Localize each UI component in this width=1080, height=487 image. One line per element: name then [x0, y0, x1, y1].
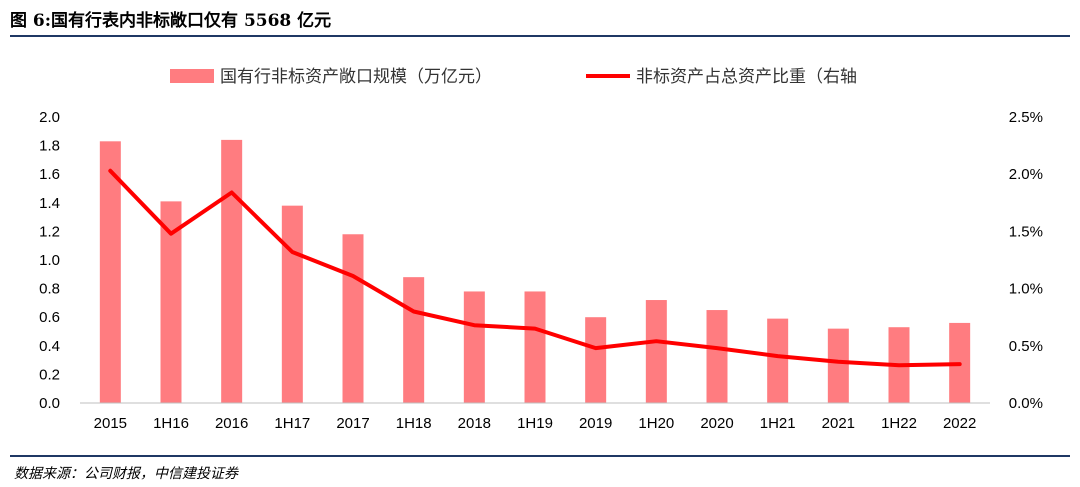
x-tick-label: 1H18	[396, 415, 432, 432]
x-tick-label: 2020	[700, 415, 733, 432]
source-note: 数据来源：公司财报，中信建投证券	[14, 466, 238, 482]
y-axis-right: 0.0% 0.5% 1.0% 1.5% 2.0% 2.5%	[1009, 109, 1043, 412]
y-left-tick-label: 0.8	[39, 281, 60, 298]
y-right-tick-label: 2.0%	[1009, 166, 1043, 183]
y-right-tick-label: 2.5%	[1009, 109, 1043, 126]
y-left-tick-label: 1.0	[39, 252, 60, 269]
source-divider	[10, 455, 1070, 457]
legend-swatch-bar	[170, 69, 214, 83]
y-left-tick-label: 1.8	[39, 138, 60, 155]
y-left-tick-label: 1.2	[39, 223, 60, 240]
bar	[342, 234, 364, 403]
y-left-tick-label: 0.2	[39, 366, 60, 383]
x-tick-label: 2019	[579, 415, 612, 432]
y-left-tick-label: 0.4	[39, 338, 60, 355]
bar	[221, 139, 243, 403]
x-axis: 2015 1H16 2016 1H17 2017 1H18 2018 1H19 2019 1H20…	[80, 402, 990, 432]
y-right-tick-label: 0.5%	[1009, 338, 1043, 355]
x-tick-label: 1H17	[274, 415, 310, 432]
x-tick-label: 2022	[943, 415, 976, 432]
x-tick-label: 1H22	[881, 415, 917, 432]
legend-label-line: 非标资产占总资产比重（右轴	[636, 67, 857, 87]
bar	[585, 317, 607, 403]
legend-label-bar: 国有行非标资产敞口规模（万亿元）	[220, 67, 492, 87]
y-left-tick-label: 2.0	[39, 109, 60, 126]
x-tick-label: 2015	[94, 415, 127, 432]
bar	[281, 205, 303, 403]
x-tick-label: 2018	[458, 415, 491, 432]
bar	[767, 318, 789, 403]
y-left-tick-label: 0.0	[39, 395, 60, 412]
figure-title: 图 6:国有行表内非标敞口仅有 5568 亿元	[10, 11, 332, 31]
x-tick-label: 2021	[822, 415, 855, 432]
title-divider	[10, 35, 1070, 37]
bar	[99, 141, 121, 403]
y-right-tick-label: 1.5%	[1009, 223, 1043, 240]
bar	[524, 291, 546, 403]
x-tick-label: 2017	[336, 415, 369, 432]
x-tick-label: 1H16	[153, 415, 189, 432]
line-series	[108, 168, 962, 368]
x-tick-label: 1H21	[760, 415, 796, 432]
bar-series	[99, 139, 971, 403]
bar	[706, 310, 728, 403]
legend: 国有行非标资产敞口规模（万亿元） 非标资产占总资产比重（右轴	[170, 67, 857, 87]
bar	[160, 201, 182, 403]
x-tick-label: 1H20	[638, 415, 674, 432]
y-axis-left: 0.0 0.2 0.4 0.6 0.8 1.0 1.2 1.4 1.6 1.8 2.0	[39, 109, 60, 412]
y-right-tick-label: 0.0%	[1009, 395, 1043, 412]
x-tick-label: 1H19	[517, 415, 553, 432]
y-right-tick-label: 1.0%	[1009, 281, 1043, 298]
x-tick-label: 2016	[215, 415, 248, 432]
y-left-tick-label: 0.6	[39, 309, 60, 326]
y-left-tick-label: 1.6	[39, 166, 60, 183]
bar	[403, 277, 425, 403]
bar	[827, 328, 849, 403]
bar	[645, 300, 667, 403]
bar	[463, 291, 485, 403]
y-left-tick-label: 1.4	[39, 195, 60, 212]
